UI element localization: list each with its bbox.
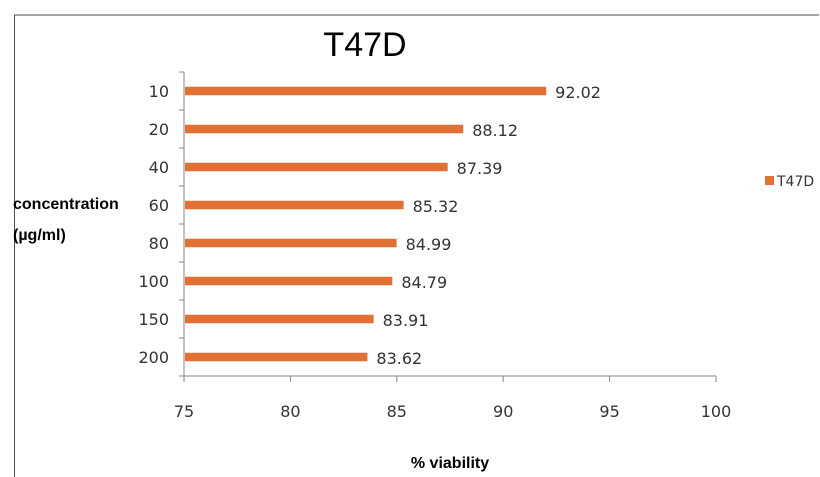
y-tick-label: 10 <box>149 82 169 101</box>
bar <box>185 200 404 210</box>
y-tick-label: 40 <box>149 158 169 177</box>
data-label: 84.79 <box>401 273 447 292</box>
y-tick-label: 20 <box>149 120 169 139</box>
data-label: 85.32 <box>413 197 459 216</box>
bar <box>185 314 374 324</box>
legend-swatch <box>765 176 774 185</box>
data-label: 83.91 <box>383 311 429 330</box>
data-labels: 92.02 88.12 87.39 85.32 84.99 84.79 83.91 83.62 <box>376 83 601 368</box>
x-tick-label: 90 <box>493 402 513 421</box>
bar <box>185 124 464 134</box>
x-tick-label: 75 <box>174 402 194 421</box>
data-label: 92.02 <box>555 83 601 102</box>
y-tick-label: 100 <box>138 272 169 291</box>
y-tick-label: 200 <box>138 348 169 367</box>
legend: T47D <box>765 174 814 190</box>
legend-label: T47D <box>776 174 814 190</box>
x-tick-label: 80 <box>280 402 300 421</box>
bar <box>185 238 397 248</box>
y-tick-label: 80 <box>149 234 169 253</box>
bar <box>185 276 393 286</box>
data-label: 88.12 <box>472 121 518 140</box>
y-tick-label: 150 <box>138 310 169 329</box>
bars <box>185 86 547 362</box>
chart-title: T47D <box>323 26 406 64</box>
x-tick-label: 95 <box>599 402 619 421</box>
bar <box>185 162 448 172</box>
x-tick-label: 85 <box>387 402 407 421</box>
x-tick-label: 100 <box>701 402 732 421</box>
y-tick-label: 60 <box>149 196 169 215</box>
x-axis-title: % viability <box>411 455 489 472</box>
bar <box>185 86 547 96</box>
y-axis-title-line-1: concentration <box>13 196 119 213</box>
y-axis-title-line-2: (µg/ml) <box>13 227 66 244</box>
data-label: 87.39 <box>457 159 503 178</box>
data-label: 84.99 <box>406 235 452 254</box>
data-label: 83.62 <box>376 349 422 368</box>
axes: 75 80 85 90 95 100 10 20 40 60 80 100 150 200 <box>138 71 732 421</box>
bar <box>185 352 368 362</box>
